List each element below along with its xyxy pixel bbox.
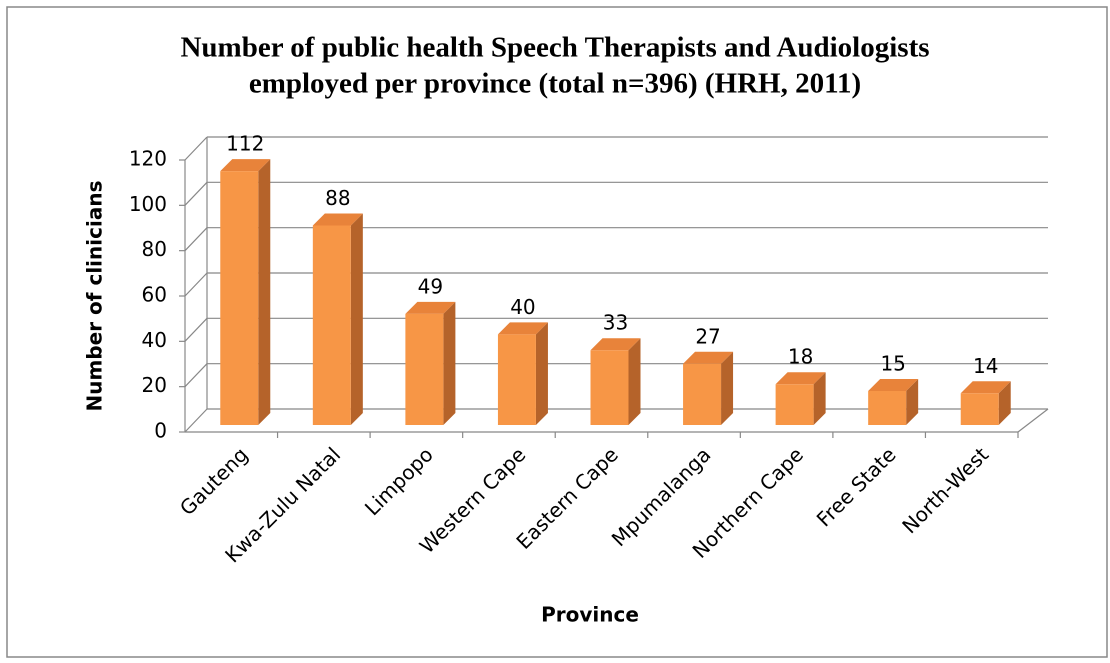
y-tick-label: 120 [129,147,167,171]
grid-line [184,227,208,252]
bar-face [906,379,919,425]
grid-line [184,136,208,161]
bar [312,213,363,425]
data-label: 49 [418,274,443,298]
bar [775,372,826,425]
bar-face [312,213,363,226]
y-axis-title: Number of clinicians [83,181,107,412]
grid-line [184,272,208,297]
bar-face [405,313,444,425]
y-tick-label: 100 [129,192,167,216]
bar-face [868,379,919,391]
bar-face [998,381,1011,425]
bar-face [350,213,363,425]
bar-face [405,301,456,314]
bar [683,351,734,425]
data-label: 27 [695,324,720,348]
grid-line [184,408,208,433]
grid-line [184,363,208,388]
data-label: 15 [880,352,905,376]
grid-line [184,317,208,342]
bar-face [312,225,351,425]
bar-face [960,381,1011,394]
bar [868,379,919,425]
y-tick-label: 0 [154,419,167,443]
bar-face [590,338,641,351]
data-label: 112 [226,132,264,156]
bar-face [535,322,548,425]
bar-face [497,322,548,335]
bar-face [628,338,641,425]
bar-face [220,171,259,425]
bar-face [258,159,271,425]
bar [405,301,456,425]
bar-face [775,384,814,425]
bar [590,338,641,425]
bar-face [683,363,722,425]
chart-title: Number of public health Speech Therapist… [180,32,929,64]
bar-face [443,301,456,425]
bar-face [683,351,734,364]
y-tick-label: 40 [142,328,167,352]
chart-border [6,6,1108,658]
bar-face [813,372,826,425]
bar [220,159,271,425]
y-tick-label: 20 [142,373,167,397]
data-label: 40 [510,295,535,319]
bar [497,322,548,425]
y-tick-label: 80 [142,237,167,261]
bar-face [960,393,999,425]
data-label: 33 [603,311,628,335]
data-label: 18 [788,345,813,369]
bar-face [220,159,271,172]
bar-face [775,372,826,385]
bar-face [590,350,629,425]
y-tick-label: 60 [142,283,167,307]
bar-face [497,334,536,425]
bar-face [868,391,907,425]
floor-edge [1017,408,1049,433]
chart-title: employed per province (total n=396) (HRH… [249,68,861,100]
grid-line [184,181,208,206]
data-label: 14 [973,354,998,378]
data-label: 88 [325,186,350,210]
x-axis-title: Province [541,603,639,627]
bar-face [721,351,734,425]
bar [960,381,1011,425]
